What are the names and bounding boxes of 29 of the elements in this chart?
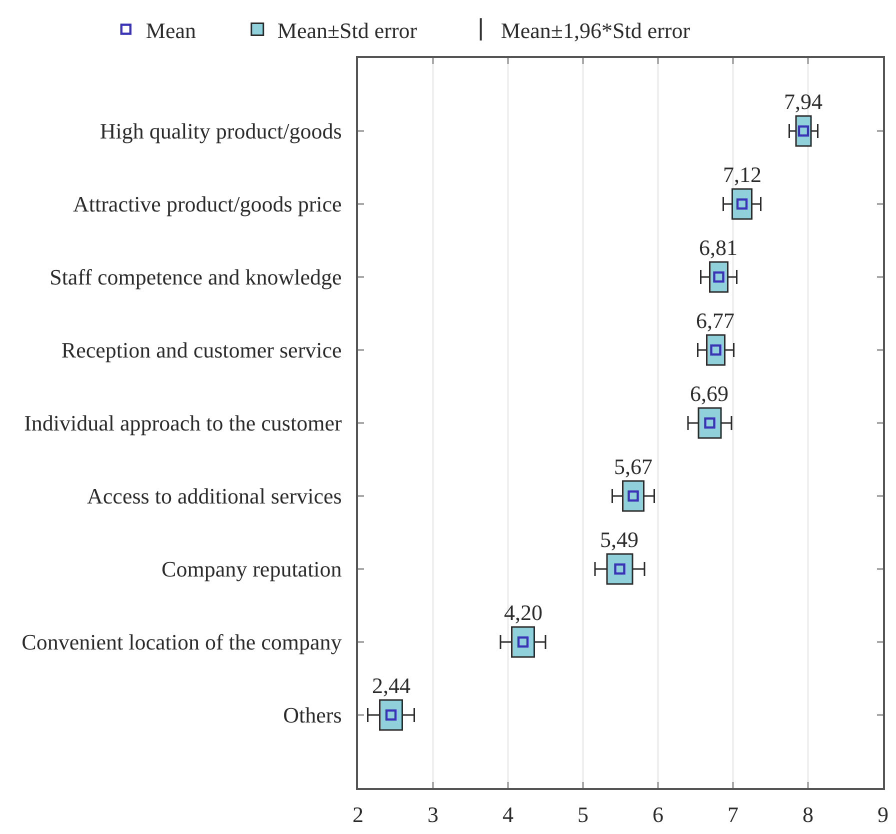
data-label: 4,20: [504, 600, 542, 625]
data-label: 6,81: [699, 235, 738, 260]
data-label: 2,44: [372, 673, 410, 698]
data-label: 6,77: [696, 308, 734, 333]
x-tick-label: 5: [578, 802, 588, 828]
y-tick-label: Staff competence and knowledge: [50, 264, 342, 290]
x-tick-label: 7: [728, 802, 738, 828]
data-label: 7,94: [784, 89, 822, 114]
y-tick-label: High quality product/goods: [100, 118, 342, 144]
x-tick-label: 3: [428, 802, 438, 828]
y-tick-label: Company reputation: [162, 556, 342, 582]
y-tick-label: Attractive product/goods price: [72, 192, 342, 217]
data-label: 7,12: [723, 162, 762, 187]
data-label: 5,67: [614, 454, 652, 479]
x-tick-label: 2: [352, 802, 364, 828]
y-tick-label: Others: [283, 702, 342, 728]
legend-label: Mean: [146, 18, 196, 43]
data-label: 6,69: [690, 381, 728, 406]
x-tick-label: 4: [502, 802, 514, 828]
x-tick-label: 9: [878, 802, 888, 828]
x-tick-label: 8: [802, 802, 814, 828]
y-tick-label: Individual approach to the customer: [24, 410, 342, 436]
legend-label: Mean±1,96*Std error: [500, 18, 691, 43]
legend-label: Mean±Std error: [277, 18, 418, 43]
y-tick-label: Access to additional services: [87, 484, 342, 509]
y-tick-label: Convenient location of the company: [22, 630, 342, 655]
data-label: 5,49: [600, 527, 638, 552]
x-tick-label: 6: [652, 802, 664, 828]
y-tick-label: Reception and customer service: [61, 338, 342, 363]
